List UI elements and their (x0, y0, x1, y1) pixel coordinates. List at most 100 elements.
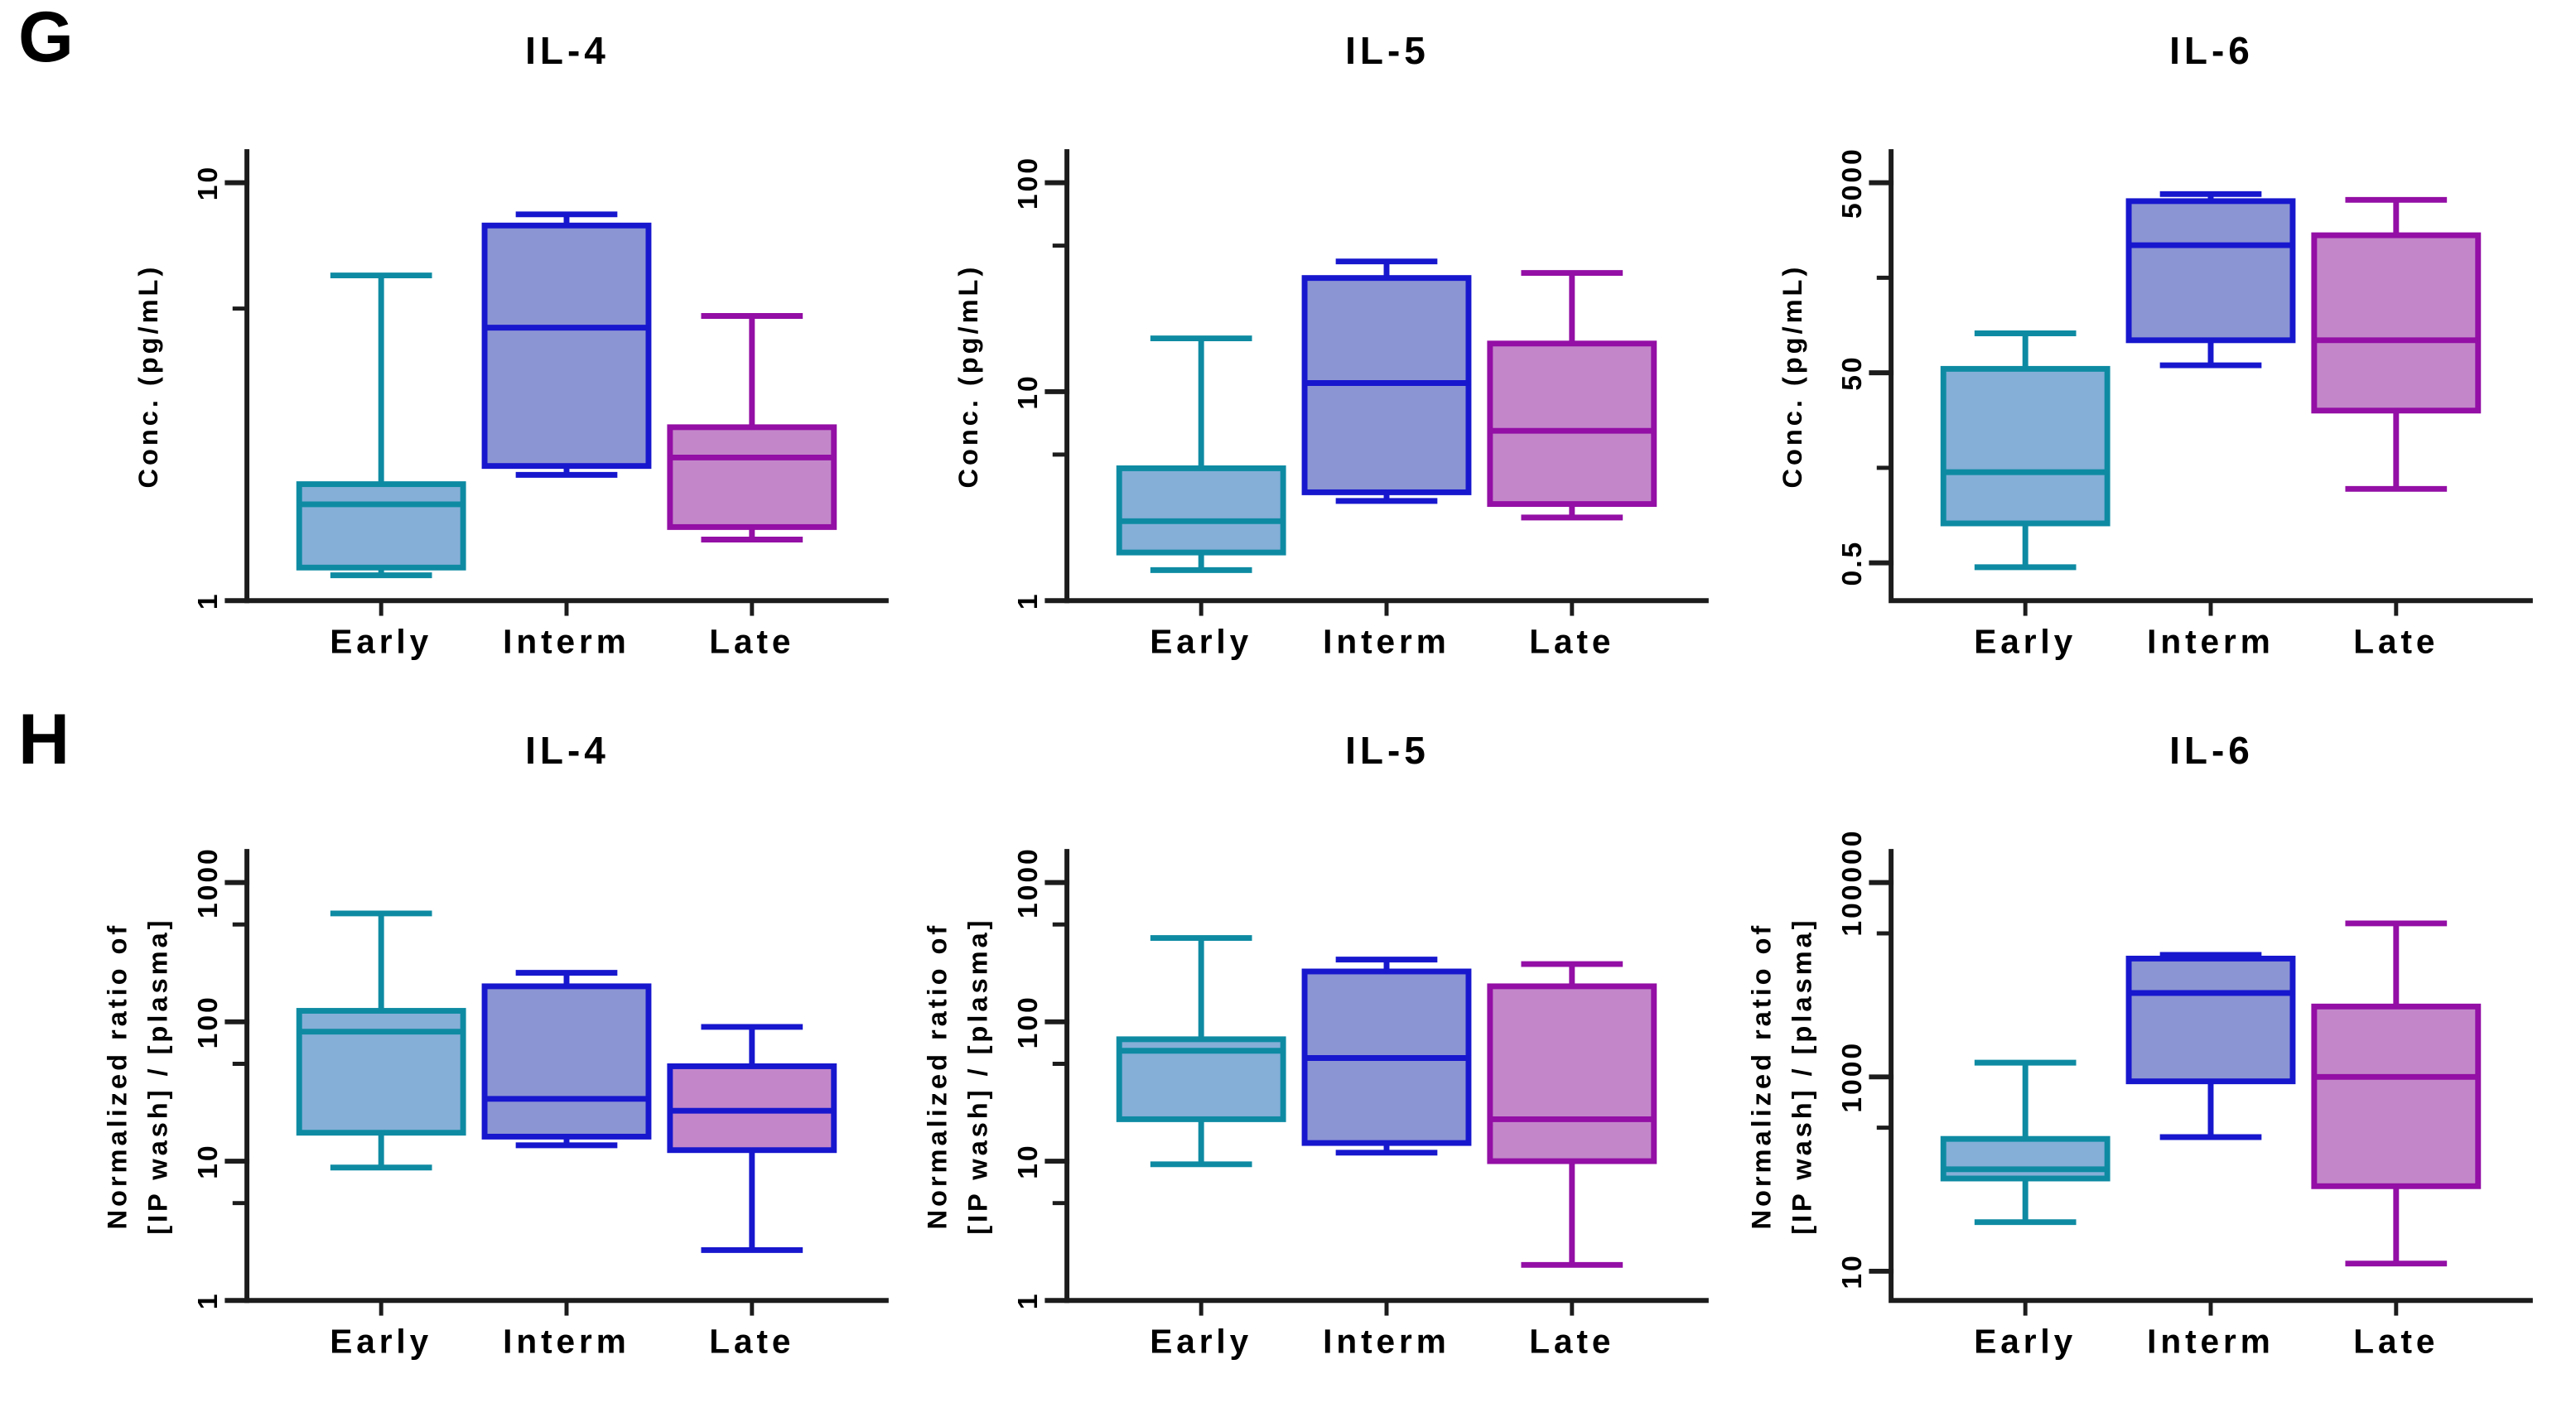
box-late (2311, 196, 2482, 492)
box-interm (481, 211, 652, 478)
svg-text:Early: Early (1150, 1323, 1252, 1361)
svg-text:Late: Late (709, 623, 794, 661)
svg-text:50: 50 (1837, 354, 1868, 390)
y-axis-label: Normalized ratio of [IP wash] / [plasma] (921, 917, 992, 1234)
y-tick-labels: 1 10 (193, 165, 224, 610)
svg-text:Late: Late (1529, 623, 1614, 661)
chart-title: IL-5 (1345, 729, 1430, 772)
svg-text:100: 100 (1013, 156, 1044, 210)
x-category-labels: Early Interm Late (1974, 1323, 2439, 1361)
y-axis-label: Normalized ratio of [IP wash] / [plasma] (101, 917, 172, 1234)
svg-text:[IP wash] / [plasma]: [IP wash] / [plasma] (142, 917, 173, 1234)
svg-text:10: 10 (1013, 1143, 1044, 1179)
y-axis-label: Conc. (pg/mL) (953, 264, 983, 489)
box-late (667, 1024, 837, 1253)
svg-text:100: 100 (193, 995, 224, 1048)
box-interm (2125, 190, 2296, 369)
y-tick-labels: 10 1000 100000 (1837, 829, 1868, 1289)
box-late (1487, 270, 1657, 521)
svg-text:[IP wash] / [plasma]: [IP wash] / [plasma] (1787, 917, 1817, 1234)
axes (1869, 849, 2533, 1316)
svg-text:Interm: Interm (503, 1323, 630, 1361)
box-interm (1301, 957, 1472, 1156)
x-category-labels: Early Interm Late (1150, 623, 1614, 661)
svg-text:Late: Late (709, 1323, 794, 1361)
axes (1044, 149, 1709, 616)
svg-text:1000: 1000 (193, 846, 224, 918)
box-early (296, 910, 466, 1171)
axes (1044, 849, 1709, 1316)
svg-text:Early: Early (330, 623, 432, 661)
svg-text:Conc. (pg/mL): Conc. (pg/mL) (133, 264, 163, 489)
svg-text:[IP wash] / [plasma]: [IP wash] / [plasma] (962, 917, 993, 1234)
axes (224, 149, 889, 616)
svg-text:Normalized ratio of: Normalized ratio of (1745, 923, 1776, 1230)
box-early (296, 272, 466, 579)
svg-text:1: 1 (1013, 591, 1044, 610)
axes (224, 849, 889, 1316)
boxplot-svg-g-il4: 1 10 Conc. (pg/mL) Early Interm Late (133, 149, 889, 661)
box-late (2311, 920, 2482, 1267)
y-axis-label: Conc. (pg/mL) (1777, 264, 1807, 489)
y-axis-label: Normalized ratio of [IP wash] / [plasma] (1745, 917, 1816, 1234)
svg-text:5000: 5000 (1837, 147, 1868, 219)
svg-text:Interm: Interm (1323, 623, 1450, 661)
svg-text:100: 100 (1013, 995, 1044, 1048)
svg-text:Early: Early (330, 1323, 432, 1361)
boxplot-svg-h-il5: 1 10 100 1000 Normalized ratio of [IP wash] /… (921, 846, 1709, 1361)
chart-g-il5: IL-5 1 10 100 Conc. (pg/mL) Early Interm Late (899, 25, 1719, 699)
chart-g-il6: IL-6 0.5 50 5000 Conc. (pg/mL) Early Interm La… (1723, 25, 2543, 699)
svg-text:Interm: Interm (2147, 623, 2275, 661)
svg-text:1: 1 (193, 591, 224, 610)
boxplot-svg-g-il5: 1 10 100 Conc. (pg/mL) Early Interm Late (953, 149, 1709, 661)
svg-text:Late: Late (2353, 623, 2439, 661)
x-category-labels: Early Interm Late (1150, 1323, 1614, 1361)
svg-text:Conc. (pg/mL): Conc. (pg/mL) (953, 264, 983, 489)
chart-h-il6: IL-6 10 1000 100000 Normalized ratio of [IP … (1723, 725, 2543, 1399)
svg-text:1: 1 (193, 1291, 224, 1309)
box-early (1116, 335, 1286, 573)
svg-text:10: 10 (1013, 374, 1044, 409)
boxplot-svg-h-il6: 10 1000 100000 Normalized ratio of [IP wash]… (1745, 829, 2533, 1361)
chart-title: IL-4 (525, 29, 610, 72)
axes (1869, 149, 2533, 616)
box-interm (2125, 952, 2296, 1140)
y-tick-labels: 1 10 100 (1013, 156, 1044, 610)
box-late (667, 313, 837, 542)
x-category-labels: Early Interm Late (330, 1323, 794, 1361)
svg-text:Late: Late (1529, 1323, 1614, 1361)
chart-title: IL-4 (525, 729, 610, 772)
panel-label-g: G (18, 0, 74, 77)
svg-text:Interm: Interm (2147, 1323, 2275, 1361)
boxplot-svg-g-il6: 0.5 50 5000 Conc. (pg/mL) Early Interm Late (1777, 147, 2533, 661)
box-early (1940, 1059, 2110, 1226)
y-axis-label: Conc. (pg/mL) (133, 264, 163, 489)
chart-g-il4: IL-4 1 10 Conc. (pg/mL) Early Interm Late (79, 25, 899, 699)
svg-text:1000: 1000 (1013, 846, 1044, 918)
svg-text:Early: Early (1974, 623, 2077, 661)
chart-title: IL-5 (1345, 29, 1430, 72)
svg-text:Normalized ratio of: Normalized ratio of (921, 923, 952, 1230)
svg-text:1: 1 (1013, 1291, 1044, 1309)
svg-text:Interm: Interm (1323, 1323, 1450, 1361)
chart-title: IL-6 (2169, 729, 2254, 772)
svg-text:10: 10 (193, 1143, 224, 1179)
svg-text:10: 10 (1837, 1253, 1868, 1289)
box-interm (1301, 258, 1472, 504)
svg-text:Late: Late (2353, 1323, 2439, 1361)
x-category-labels: Early Interm Late (330, 623, 794, 661)
y-tick-labels: 0.5 50 5000 (1837, 147, 1868, 586)
svg-text:10: 10 (193, 165, 224, 200)
box-interm (481, 970, 652, 1149)
y-tick-labels: 1 10 100 1000 (193, 846, 224, 1309)
x-category-labels: Early Interm Late (1974, 623, 2439, 661)
box-early (1940, 330, 2110, 571)
svg-text:Early: Early (1150, 623, 1252, 661)
svg-text:Normalized ratio of: Normalized ratio of (101, 923, 132, 1230)
svg-text:100000: 100000 (1837, 829, 1868, 937)
chart-h-il4: IL-4 1 10 100 1000 Normalized ratio of [IP wa… (79, 725, 899, 1399)
chart-title: IL-6 (2169, 29, 2254, 72)
panel-label-h: H (18, 700, 70, 779)
svg-text:Interm: Interm (503, 623, 630, 661)
